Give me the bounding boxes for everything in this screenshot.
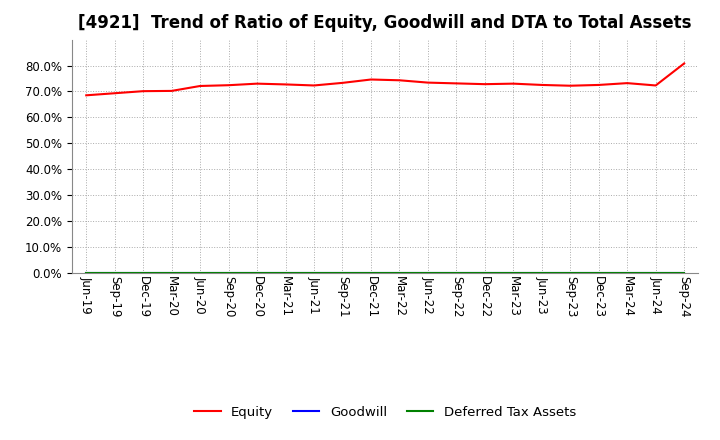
Deferred Tax Assets — [452, 270, 461, 275]
Goodwill — [225, 270, 233, 275]
Equity — [225, 83, 233, 88]
Deferred Tax Assets — [225, 270, 233, 275]
Goodwill — [480, 270, 489, 275]
Title: [4921]  Trend of Ratio of Equity, Goodwill and DTA to Total Assets: [4921] Trend of Ratio of Equity, Goodwil… — [78, 15, 692, 33]
Equity — [680, 61, 688, 66]
Legend: Equity, Goodwill, Deferred Tax Assets: Equity, Goodwill, Deferred Tax Assets — [189, 401, 582, 424]
Goodwill — [395, 270, 404, 275]
Equity — [595, 82, 603, 88]
Goodwill — [110, 270, 119, 275]
Goodwill — [282, 270, 290, 275]
Equity — [509, 81, 518, 86]
Equity — [310, 83, 318, 88]
Equity — [82, 93, 91, 98]
Deferred Tax Assets — [480, 270, 489, 275]
Goodwill — [680, 270, 688, 275]
Equity — [167, 88, 176, 94]
Goodwill — [595, 270, 603, 275]
Deferred Tax Assets — [652, 270, 660, 275]
Deferred Tax Assets — [509, 270, 518, 275]
Deferred Tax Assets — [196, 270, 204, 275]
Equity — [566, 83, 575, 88]
Goodwill — [338, 270, 347, 275]
Deferred Tax Assets — [139, 270, 148, 275]
Equity — [110, 91, 119, 96]
Goodwill — [509, 270, 518, 275]
Deferred Tax Assets — [82, 270, 91, 275]
Deferred Tax Assets — [338, 270, 347, 275]
Equity — [139, 88, 148, 94]
Deferred Tax Assets — [537, 270, 546, 275]
Line: Equity: Equity — [86, 63, 684, 95]
Deferred Tax Assets — [623, 270, 631, 275]
Equity — [452, 81, 461, 86]
Equity — [480, 81, 489, 87]
Deferred Tax Assets — [395, 270, 404, 275]
Goodwill — [652, 270, 660, 275]
Equity — [253, 81, 261, 86]
Equity — [652, 83, 660, 88]
Goodwill — [167, 270, 176, 275]
Deferred Tax Assets — [253, 270, 261, 275]
Equity — [196, 83, 204, 88]
Goodwill — [452, 270, 461, 275]
Equity — [423, 80, 432, 85]
Equity — [338, 80, 347, 85]
Goodwill — [423, 270, 432, 275]
Deferred Tax Assets — [366, 270, 375, 275]
Equity — [537, 82, 546, 88]
Deferred Tax Assets — [423, 270, 432, 275]
Deferred Tax Assets — [282, 270, 290, 275]
Goodwill — [253, 270, 261, 275]
Goodwill — [82, 270, 91, 275]
Goodwill — [310, 270, 318, 275]
Goodwill — [139, 270, 148, 275]
Goodwill — [623, 270, 631, 275]
Equity — [282, 82, 290, 87]
Goodwill — [566, 270, 575, 275]
Goodwill — [366, 270, 375, 275]
Equity — [623, 81, 631, 86]
Equity — [366, 77, 375, 82]
Deferred Tax Assets — [680, 270, 688, 275]
Equity — [395, 77, 404, 83]
Deferred Tax Assets — [167, 270, 176, 275]
Deferred Tax Assets — [595, 270, 603, 275]
Deferred Tax Assets — [566, 270, 575, 275]
Goodwill — [196, 270, 204, 275]
Goodwill — [537, 270, 546, 275]
Deferred Tax Assets — [310, 270, 318, 275]
Deferred Tax Assets — [110, 270, 119, 275]
